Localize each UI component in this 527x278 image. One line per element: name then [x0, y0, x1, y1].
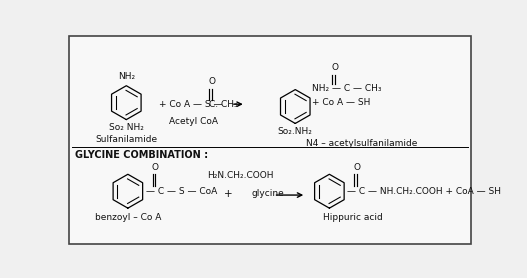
- Text: O: O: [331, 63, 338, 72]
- Text: NH₂ — C — CH₃: NH₂ — C — CH₃: [313, 84, 382, 93]
- Text: glycine: glycine: [252, 189, 285, 198]
- Text: O: O: [353, 163, 360, 172]
- Text: + Co A — SH: + Co A — SH: [313, 98, 370, 107]
- Text: C. CH₃: C. CH₃: [209, 100, 238, 109]
- Text: So₂.NH₂: So₂.NH₂: [278, 127, 313, 136]
- Text: + Co A — S —: + Co A — S —: [159, 100, 222, 109]
- Text: GLYCINE COMBINATION :: GLYCINE COMBINATION :: [75, 150, 208, 160]
- Text: benzoyl – Co A: benzoyl – Co A: [95, 213, 161, 222]
- Text: O: O: [208, 77, 215, 86]
- Text: — C — S — CoA: — C — S — CoA: [145, 187, 217, 196]
- FancyBboxPatch shape: [69, 36, 471, 244]
- Text: N4 – acetylsulfanilamide: N4 – acetylsulfanilamide: [306, 139, 417, 148]
- Text: So₂ NH₂: So₂ NH₂: [109, 123, 144, 132]
- Text: H₂N.CH₂.COOH: H₂N.CH₂.COOH: [207, 171, 274, 180]
- Text: +: +: [225, 188, 233, 198]
- Text: NH₂: NH₂: [118, 72, 135, 81]
- Text: O: O: [151, 163, 159, 172]
- Text: — C — NH.CH₂.COOH + CoA — SH: — C — NH.CH₂.COOH + CoA — SH: [347, 187, 501, 196]
- Text: Sulfanilamide: Sulfanilamide: [95, 135, 158, 144]
- Text: Hippuric acid: Hippuric acid: [323, 213, 383, 222]
- Text: Acetyl CoA: Acetyl CoA: [169, 116, 218, 126]
